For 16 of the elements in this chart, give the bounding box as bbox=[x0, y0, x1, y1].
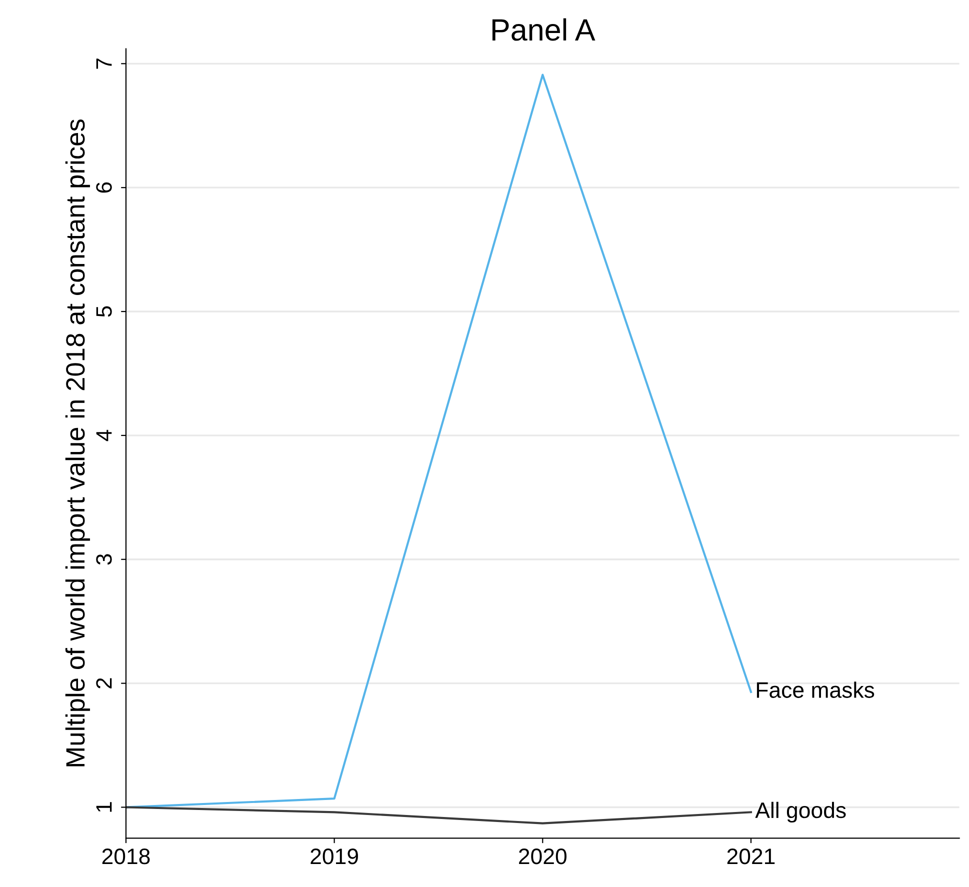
y-tick-label: 4 bbox=[96, 430, 112, 442]
y-tick-label: 2 bbox=[96, 678, 112, 688]
chart-title: Panel A bbox=[492, 18, 596, 41]
x-tick-label: 2019 bbox=[310, 848, 358, 864]
x-tick-label: 2020 bbox=[519, 848, 566, 864]
y-tick-label: 5 bbox=[96, 306, 112, 317]
x-tick-label: 2021 bbox=[727, 848, 775, 864]
series-label: Face masks bbox=[756, 682, 874, 698]
y-tick-label: 3 bbox=[96, 554, 112, 565]
y-tick-label: 7 bbox=[96, 58, 112, 69]
y-tick-label: 1 bbox=[96, 802, 112, 812]
y-axis-title: Multiple of world import value in 2018 at constant prices bbox=[65, 120, 90, 766]
y-tick-label: 6 bbox=[96, 182, 112, 193]
line-series bbox=[126, 74, 752, 808]
series-label: All goods bbox=[755, 802, 846, 823]
x-tick-label: 2018 bbox=[102, 848, 150, 864]
